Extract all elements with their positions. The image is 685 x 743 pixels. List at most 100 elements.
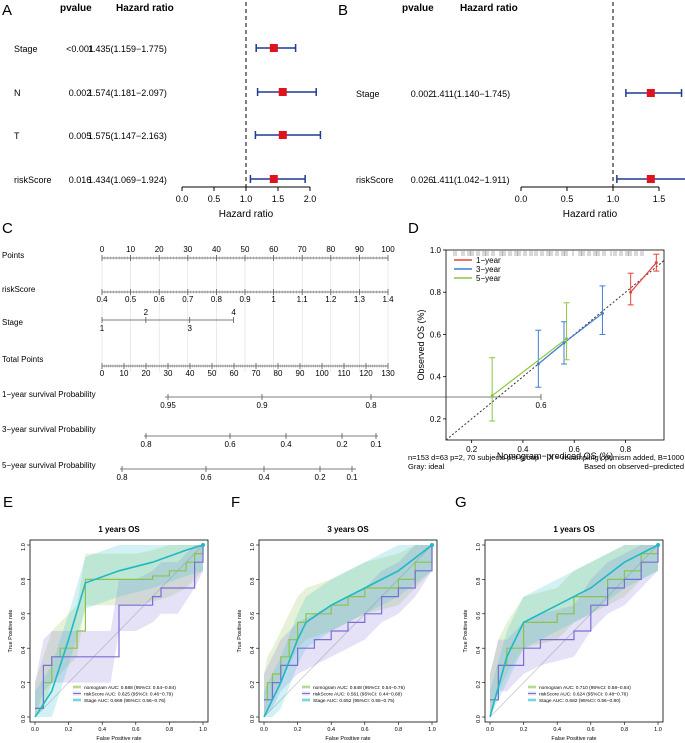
nomogram-prob-tick-label: 0.2: [336, 440, 348, 449]
nomogram-prob-tick-label: 0.4: [280, 440, 292, 449]
forest-row-label: riskScore: [14, 175, 52, 185]
forest-x-tick-label: 1.5: [653, 194, 666, 204]
nomogram-row-label: 3−year survival Probability: [2, 425, 96, 434]
roc-curve: [490, 545, 659, 701]
nomogram-tick-label: 80: [326, 245, 335, 254]
nomogram-prob-tick-label: 0.6: [200, 473, 212, 482]
nomogram-prob-tick-label: 0.1: [346, 473, 358, 482]
panel-label-a: A: [2, 2, 12, 19]
panel-label-g: G: [455, 494, 467, 511]
nomogram-tick-label: 0: [100, 245, 105, 254]
forest-x-tick-label: 1.0: [607, 194, 620, 204]
calibration-legend-label: 5−year: [476, 274, 501, 283]
roc-end-point: [656, 543, 660, 547]
roc-y-tick-label: 0.0: [476, 715, 482, 723]
forest-row-pvalue: <0.001: [66, 44, 94, 54]
nomogram-tick-label: 40: [186, 369, 195, 378]
roc-title: 1 years OS: [98, 525, 140, 534]
forest-row-pvalue: 0.026: [411, 175, 434, 185]
nomogram-stage-label: 3: [187, 324, 192, 333]
nomogram-tick-label: 90: [296, 369, 305, 378]
roc-y-tick-label: 0.6: [250, 612, 256, 620]
roc-y-tick-label: 1.0: [21, 543, 27, 551]
calibration-point: [536, 362, 540, 366]
nomogram-tick-label: 30: [183, 245, 192, 254]
nomogram-tick-label: 30: [164, 369, 173, 378]
forest-row-label: Stage: [356, 89, 380, 99]
roc-x-tick-label: 0.4: [553, 727, 561, 733]
forest-x-tick-label: 1.5: [272, 194, 285, 204]
calibration-y-tick-label: 0.4: [430, 373, 442, 382]
nomogram-tick-label: 110: [338, 369, 351, 378]
forest-point-marker: [278, 131, 287, 139]
forest-point-marker: [646, 89, 655, 97]
calibration-x-tick-label: 0.4: [517, 445, 529, 454]
roc-curve: [264, 545, 433, 701]
roc-curve: [489, 544, 659, 718]
nomogram-stage-label: 4: [231, 308, 236, 317]
roc-x-axis-title: False Positive rate: [96, 736, 141, 742]
calibration-note: X − resampling optimism added, B=1000: [549, 453, 685, 462]
roc-legend-label: nomogram AUC: 0.710 (95%CI: 0.58−0.84): [539, 685, 631, 691]
roc-y-axis-title: True Positive rate: [463, 610, 469, 653]
panel-label-b: B: [338, 2, 348, 19]
calibration-series-line: [491, 338, 567, 397]
forest-point-marker: [269, 44, 278, 52]
calibration-y-tick-label: 0.8: [430, 288, 442, 297]
nomogram-row-label: 1−year survival Probability: [2, 390, 96, 399]
forest-x-tick-label: 0.0: [515, 194, 528, 204]
nomogram-tick-label: 80: [274, 369, 283, 378]
roc-x-axis-title: False Positive rate: [325, 736, 370, 742]
nomogram-tick-label: 0.5: [125, 295, 137, 304]
roc-legend-label: Stage AUC: 0.652 (95%CI: 0.55−0.75): [313, 698, 395, 704]
calibration-legend-label: 3−year: [476, 265, 501, 274]
nomogram-tick-label: 1.4: [382, 295, 394, 304]
forest-row-pvalue: 0.002: [411, 89, 434, 99]
roc-confidence-band: [35, 545, 203, 717]
roc-legend-label: Stage AUC: 0.682 (95%CI: 0.56−0.80): [539, 698, 621, 704]
roc-y-tick-label: 0.0: [250, 715, 256, 723]
calibration-point: [600, 311, 604, 315]
nomogram-tick-label: 0: [100, 369, 105, 378]
forest-row-hr-text: 1.575(1.147−2.163): [88, 131, 167, 141]
nomogram-tick-label: 50: [208, 369, 217, 378]
roc-y-tick-label: 0.4: [476, 646, 482, 654]
forest-row-label: T: [14, 131, 20, 141]
forest-row-label: riskScore: [356, 175, 394, 185]
forest-row-hr-text: 1.574(1.181−2.097): [88, 88, 167, 98]
calibration-series-line: [630, 262, 657, 293]
roc-x-tick-label: 0.0: [260, 727, 268, 733]
nomogram-tick-label: 90: [355, 245, 364, 254]
forest-point-marker: [646, 175, 655, 183]
roc-title: 1 years OS: [553, 525, 595, 534]
roc-x-tick-label: 0.4: [98, 727, 106, 733]
roc-y-tick-label: 0.4: [21, 646, 27, 654]
nomogram-prob-tick-label: 0.95: [160, 401, 176, 410]
calibration-y-tick-label: 0.2: [430, 415, 442, 424]
forest-row-hr-text: 1.411(1.140−1.745): [432, 89, 510, 99]
calibration-note: Gray: ideal: [408, 462, 445, 471]
roc-x-tick-label: 1.0: [654, 727, 662, 733]
panel-label-d: D: [408, 220, 419, 237]
roc-legend-label: riskScore AUC: 0.561 (95%CI: 0.44−0.68): [313, 692, 402, 698]
roc-x-tick-label: 0.2: [65, 727, 73, 733]
nomogram-tick-label: 70: [298, 245, 307, 254]
nomogram-prob-tick-label: 0.4: [258, 473, 270, 482]
calibration-note: n=153 d=63 p=2, 70 subjects per group: [408, 453, 539, 462]
roc-y-axis-title: True Positive rate: [8, 610, 14, 653]
forest-row-pvalue: 0.005: [69, 131, 92, 141]
calibration-y-axis-title: Observed OS (%): [416, 309, 426, 380]
forest-header-pvalue: pvalue: [402, 3, 434, 14]
nomogram-row-label: Stage: [2, 318, 23, 327]
nomogram-prob-tick-label: 0.8: [116, 473, 128, 482]
roc-y-tick-label: 1.0: [250, 543, 256, 551]
roc-end-point: [430, 543, 434, 547]
roc-y-tick-label: 0.0: [21, 715, 27, 723]
calibration-point: [562, 341, 566, 345]
forest-x-tick-label: 0.5: [208, 194, 221, 204]
forest-row-hr-text: 1.411(1.042−1.911): [432, 175, 509, 185]
nomogram-tick-label: 0.9: [239, 295, 251, 304]
nomogram-tick-label: 0.4: [96, 295, 108, 304]
calibration-point: [565, 337, 569, 341]
nomogram-tick-label: 0.7: [182, 295, 194, 304]
